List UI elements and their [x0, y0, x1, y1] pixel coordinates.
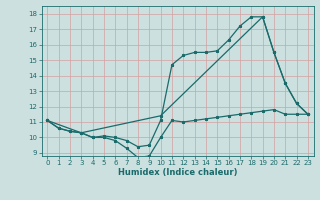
X-axis label: Humidex (Indice chaleur): Humidex (Indice chaleur) — [118, 168, 237, 177]
